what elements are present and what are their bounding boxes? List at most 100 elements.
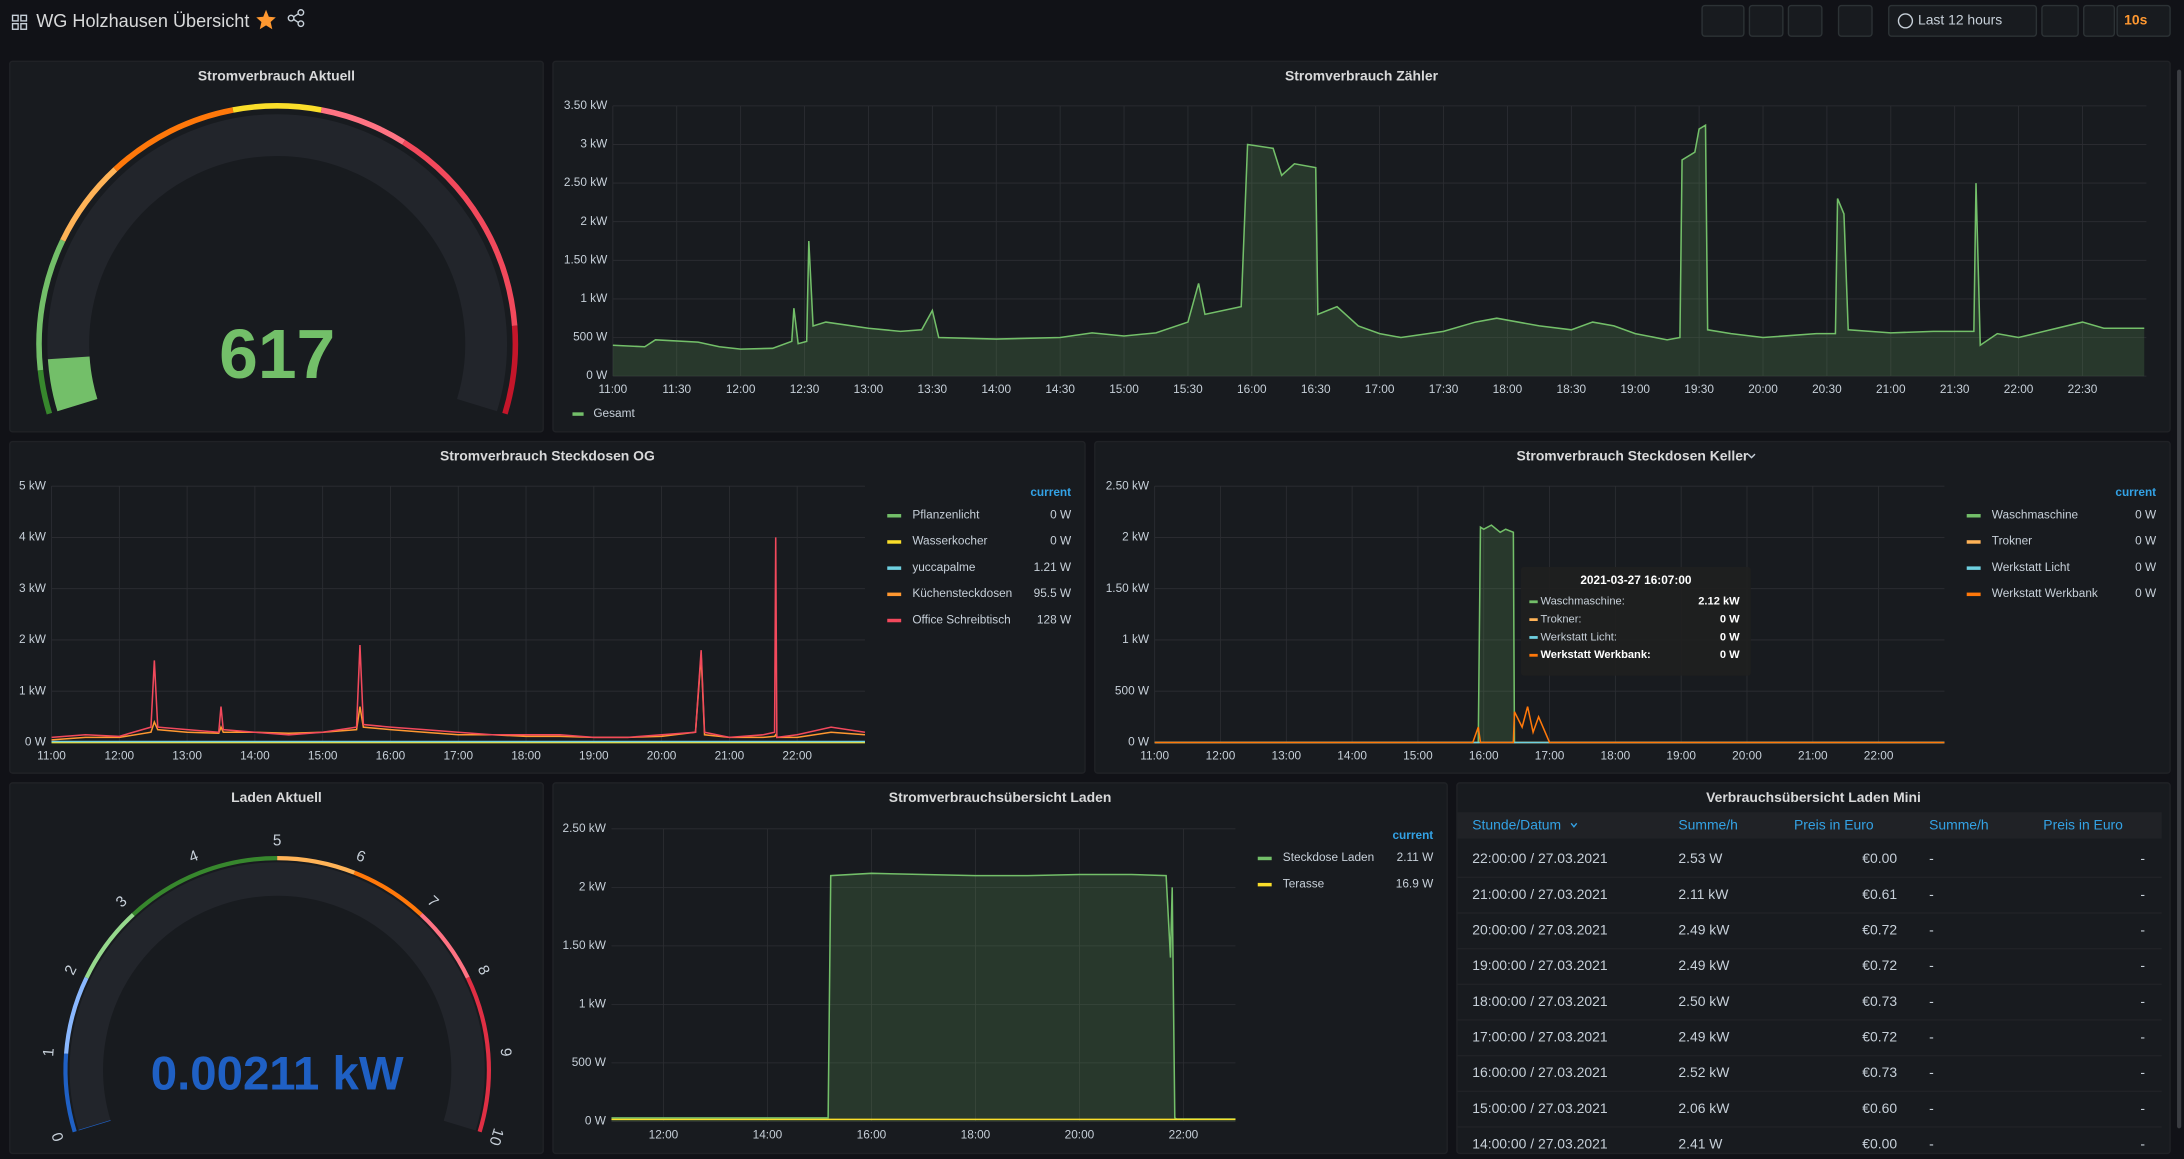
column-header[interactable]: Preis in Euro <box>2043 817 2123 833</box>
panel-title: Stromverbrauch Steckdosen Keller <box>1517 448 1749 464</box>
tooltip-value: 0 W <box>1720 631 1740 643</box>
panel-title: Stromverbrauchsübersicht Laden <box>889 789 1112 805</box>
x-tick-label: 11:00 <box>598 382 627 396</box>
x-tick-label: 15:00 <box>1403 749 1433 763</box>
table-cell: - <box>1929 921 1934 937</box>
x-tick-label: 18:30 <box>1557 382 1587 396</box>
legend-label[interactable]: Office Schreibtisch <box>912 612 1010 626</box>
x-tick-label: 19:00 <box>1666 749 1696 763</box>
table-cell: - <box>2140 957 2145 973</box>
legend-label[interactable]: Wasserkocher <box>912 534 987 548</box>
table-cell: - <box>2140 1135 2145 1151</box>
gauge-tick-label: 9 <box>497 1047 515 1057</box>
x-tick-label: 15:00 <box>308 749 338 763</box>
tv-mode-button[interactable] <box>1837 4 1873 37</box>
legend-swatch <box>887 566 902 570</box>
legend-swatch <box>1966 566 1981 570</box>
table-cell: €0.61 <box>1862 886 1897 902</box>
legend-label[interactable]: Trokner <box>1992 534 2032 548</box>
x-tick-label: 12:00 <box>649 1127 679 1141</box>
sort-icon <box>1570 822 1578 828</box>
scrollbar[interactable] <box>2177 69 2182 1129</box>
refresh-interval[interactable] <box>2116 4 2171 37</box>
add-panel-button[interactable] <box>1701 4 1745 37</box>
legend-swatch <box>887 540 902 544</box>
x-tick-label: 14:00 <box>981 382 1011 396</box>
save-button[interactable] <box>1748 4 1784 37</box>
table-cell: - <box>2140 850 2145 866</box>
table-cell: €0.73 <box>1862 1064 1897 1080</box>
y-tick-label: 2.50 kW <box>564 175 608 189</box>
tooltip-swatch <box>1529 636 1538 639</box>
time-range[interactable]: Last 12 hours <box>1918 12 2002 28</box>
x-tick-label: 13:00 <box>854 382 884 396</box>
tooltip-swatch <box>1529 600 1538 604</box>
apps-icon[interactable] <box>11 14 28 30</box>
x-tick-label: 21:00 <box>715 749 745 763</box>
legend-header: current <box>1030 485 1071 499</box>
refresh-rate[interactable]: 10s <box>2124 12 2147 28</box>
column-header[interactable]: Preis in Euro <box>1794 817 1874 833</box>
x-tick-label: 20:00 <box>1748 382 1778 396</box>
y-tick-label: 500 W <box>572 1055 607 1069</box>
y-tick-label: 2 kW <box>19 632 47 646</box>
table-cell: - <box>1929 886 1934 902</box>
column-header[interactable]: Summe/h <box>1678 817 1738 833</box>
table-cell: €0.00 <box>1862 850 1897 866</box>
gauge-tick-label: 10 <box>485 1126 506 1147</box>
panel-menu-icon[interactable] <box>1747 453 1756 459</box>
x-tick-label: 20:00 <box>647 749 677 763</box>
x-tick-label: 11:30 <box>662 382 691 396</box>
zoom-out-button[interactable] <box>2041 4 2079 37</box>
x-tick-label: 22:30 <box>2068 382 2098 396</box>
x-tick-label: 21:00 <box>1876 382 1906 396</box>
x-tick-label: 20:00 <box>1065 1127 1095 1141</box>
gauge-track <box>69 862 485 1131</box>
threshold-segment <box>465 976 491 1133</box>
table-cell: €0.00 <box>1862 1135 1897 1151</box>
refresh-button[interactable] <box>2083 4 2116 37</box>
share-icon[interactable] <box>287 9 305 28</box>
legend-label[interactable]: Küchensteckdosen <box>912 586 1012 600</box>
legend-label[interactable]: Gesamt <box>593 406 635 420</box>
column-header[interactable]: Stunde/Datum <box>1472 817 1561 833</box>
threshold-segment <box>502 325 519 415</box>
tooltip-value: 0 W <box>1720 614 1740 626</box>
table-cell: 2.49 kW <box>1678 957 1730 973</box>
time-picker[interactable] <box>1888 4 2038 37</box>
threshold-segment <box>60 167 118 242</box>
settings-button[interactable] <box>1787 4 1823 37</box>
panel <box>9 440 1086 774</box>
y-tick-label: 500 W <box>573 330 608 344</box>
table-cell: 15:00:00 / 27.03.2021 <box>1472 1100 1608 1116</box>
gauge-value: 0.00211 kW <box>151 1047 404 1100</box>
x-tick-label: 15:00 <box>1109 382 1139 396</box>
dashboard-title[interactable]: WG Holzhausen Übersicht <box>36 11 249 31</box>
x-tick-label: 21:30 <box>1940 382 1970 396</box>
legend-label[interactable]: Pflanzenlicht <box>912 508 980 522</box>
column-header[interactable]: Summe/h <box>1929 817 1989 833</box>
tooltip-swatch <box>1529 653 1538 657</box>
star-icon[interactable] <box>256 9 276 30</box>
table-cell: - <box>1929 850 1934 866</box>
x-tick-label: 18:00 <box>1493 382 1523 396</box>
table-cell: - <box>1929 1064 1934 1080</box>
legend-value: 2.11 W <box>1397 850 1434 864</box>
legend-label[interactable]: Werkstatt Licht <box>1992 560 2071 574</box>
legend-value: 128 W <box>1037 612 1072 626</box>
legend-label[interactable]: Terasse <box>1283 876 1325 890</box>
legend-value: 0 W <box>2135 508 2157 522</box>
x-tick-label: 14:00 <box>1337 749 1367 763</box>
x-tick-label: 22:00 <box>1169 1127 1199 1141</box>
legend-label[interactable]: Waschmaschine <box>1992 508 2079 522</box>
legend-label[interactable]: Steckdose Laden <box>1283 850 1374 864</box>
legend-label[interactable]: Werkstatt Werkbank <box>1992 586 2098 600</box>
x-tick-label: 12:00 <box>726 382 756 396</box>
gauge-value: 617 <box>219 315 335 393</box>
table-cell: 2.50 kW <box>1678 993 1730 1009</box>
x-tick-label: 11:00 <box>1140 749 1169 763</box>
table-cell: 2.11 kW <box>1678 886 1729 902</box>
legend-label[interactable]: yuccapalme <box>912 560 976 574</box>
y-tick-label: 0 W <box>585 1114 607 1128</box>
